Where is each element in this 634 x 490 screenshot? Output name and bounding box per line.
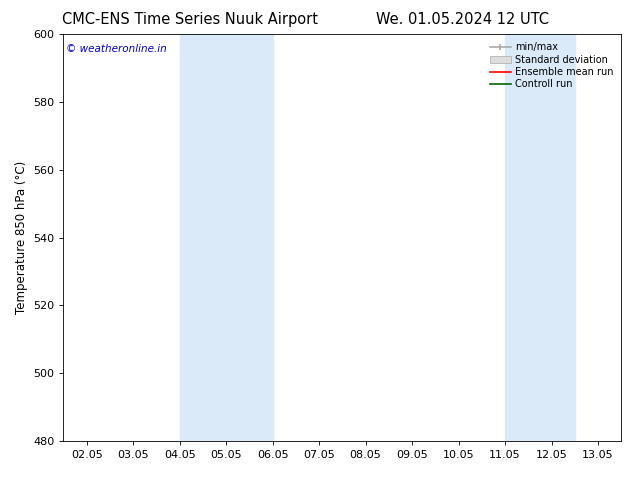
Legend: min/max, Standard deviation, Ensemble mean run, Controll run: min/max, Standard deviation, Ensemble me… <box>487 39 616 92</box>
Text: CMC-ENS Time Series Nuuk Airport: CMC-ENS Time Series Nuuk Airport <box>62 12 318 27</box>
Y-axis label: Temperature 850 hPa (°C): Temperature 850 hPa (°C) <box>15 161 27 314</box>
Bar <box>179 34 273 441</box>
Text: © weatheronline.in: © weatheronline.in <box>66 45 167 54</box>
Bar <box>505 34 575 441</box>
Text: We. 01.05.2024 12 UTC: We. 01.05.2024 12 UTC <box>377 12 549 27</box>
